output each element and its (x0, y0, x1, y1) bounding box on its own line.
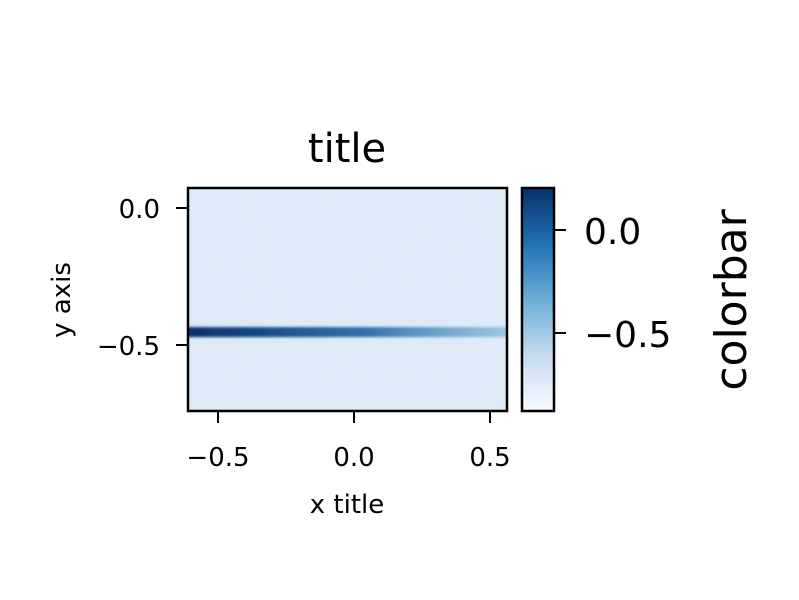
y-axis-label: y axis (47, 262, 77, 338)
colorbar-label: colorbar (706, 208, 757, 390)
x-tick-label: 0.0 (333, 443, 374, 473)
colorbar-gradient (520, 186, 556, 413)
plot-frame (186, 186, 509, 413)
plot-area (186, 186, 509, 413)
y-tick-label: −0.5 (97, 332, 160, 362)
colorbar: 0.0 −0.5 colorbar (520, 186, 757, 413)
chart-title: title (308, 126, 386, 172)
x-axis: −0.5 0.0 0.5 x title (186, 411, 511, 520)
heatmap-noise (188, 188, 507, 411)
y-axis: 0.0 −0.5 y axis (47, 195, 188, 362)
heatmap-band (188, 327, 507, 338)
y-tick-label: 0.0 (119, 195, 160, 225)
colorbar-tick-label: 0.0 (584, 212, 641, 253)
x-axis-label: x title (310, 490, 384, 520)
x-tick-label: −0.5 (186, 443, 249, 473)
colorbar-tick-label: −0.5 (584, 315, 671, 356)
x-tick-label: 0.5 (469, 443, 510, 473)
